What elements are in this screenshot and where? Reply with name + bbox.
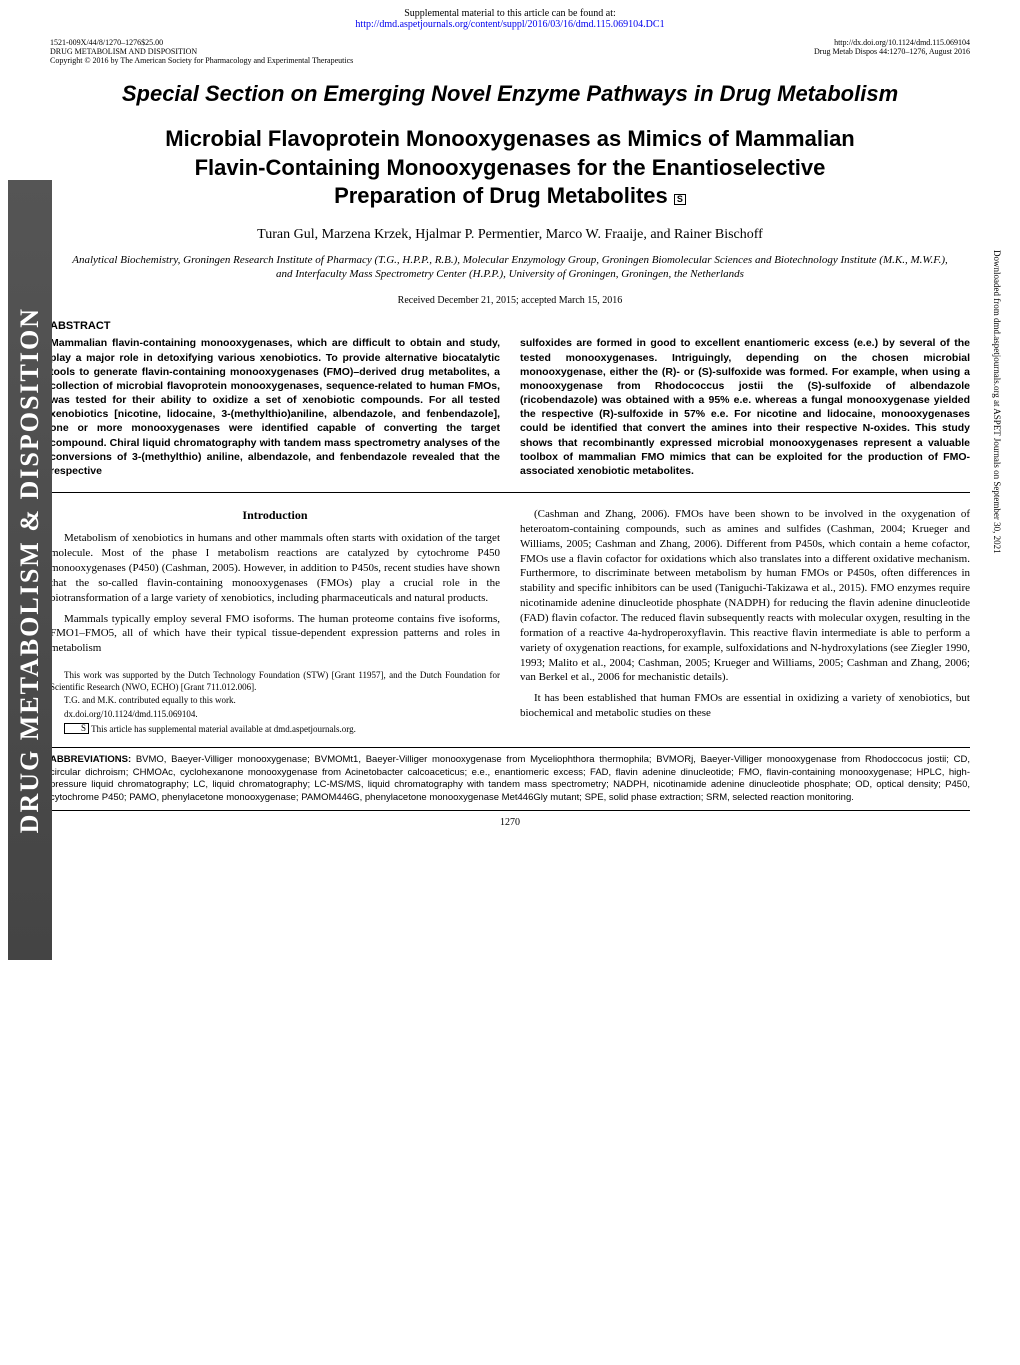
abbrev-label: ABBREVIATIONS: — [50, 754, 131, 765]
abstract-section: ABSTRACT Mammalian flavin-containing mon… — [0, 320, 1020, 478]
supplemental-link[interactable]: http://dmd.aspetjournals.org/content/sup… — [355, 19, 664, 30]
abbrev-text: BVMO, Baeyer-Villiger monooxygenase; BVM… — [50, 754, 970, 802]
received-date: Received December 21, 2015; accepted Mar… — [0, 291, 1020, 320]
title-line1: Microbial Flavoprotein Monooxygenases as… — [80, 125, 940, 154]
supplemental-mark-icon: S — [674, 194, 686, 205]
affiliation: Analytical Biochemistry, Groningen Resea… — [0, 253, 1020, 292]
footnote-funding: This work was supported by the Dutch Tec… — [50, 670, 500, 693]
abstract-right: sulfoxides are formed in good to excelle… — [520, 336, 970, 478]
footnote-contribution: T.G. and M.K. contributed equally to thi… — [50, 695, 500, 707]
section-title: Special Section on Emerging Novel Enzyme… — [0, 75, 1020, 125]
supplemental-mark-icon: S — [64, 723, 89, 734]
body-col-right: (Cashman and Zhang, 2006). FMOs have bee… — [520, 507, 970, 737]
side-banner-text: DRUG METABOLISM & DISPOSITION — [15, 307, 45, 833]
doi: http://dx.doi.org/10.1124/dmd.115.069104 — [814, 38, 970, 47]
body-col-left: Introduction Metabolism of xenobiotics i… — [50, 507, 500, 737]
abstract-heading: ABSTRACT — [50, 320, 970, 332]
authors: Turan Gul, Marzena Krzek, Hjalmar P. Per… — [0, 221, 1020, 253]
right-p1: (Cashman and Zhang, 2006). FMOs have bee… — [520, 507, 970, 685]
footnote-supplemental: S This article has supplemental material… — [50, 723, 500, 736]
meta-left: 1521-009X/44/8/1270–1276$25.00 DRUG META… — [50, 38, 353, 65]
right-p2: It has been established that human FMOs … — [520, 691, 970, 721]
body-columns: Introduction Metabolism of xenobiotics i… — [0, 507, 1020, 737]
title-line2: Flavin-Containing Monooxygenases for the… — [80, 154, 940, 183]
intro-heading: Introduction — [50, 507, 500, 523]
abstract-left: Mammalian flavin-containing monooxygenas… — [50, 336, 500, 478]
copyright: Copyright © 2016 by The American Society… — [50, 56, 353, 65]
title-line3: Preparation of Drug Metabolites S — [80, 182, 940, 211]
intro-p1: Metabolism of xenobiotics in humans and … — [50, 531, 500, 605]
issn: 1521-009X/44/8/1270–1276$25.00 — [50, 38, 353, 47]
divider — [50, 492, 970, 493]
meta-row: 1521-009X/44/8/1270–1276$25.00 DRUG META… — [0, 34, 1020, 75]
supplemental-line1: Supplemental material to this article ca… — [0, 8, 1020, 19]
abstract-columns: Mammalian flavin-containing monooxygenas… — [50, 336, 970, 478]
intro-p2: Mammals typically employ several FMO iso… — [50, 612, 500, 657]
journal-name: DRUG METABOLISM AND DISPOSITION — [50, 47, 353, 56]
footnotes: This work was supported by the Dutch Tec… — [50, 670, 500, 735]
abbreviations-box: ABBREVIATIONS: BVMO, Baeyer-Villiger mon… — [50, 747, 970, 810]
article-title: Microbial Flavoprotein Monooxygenases as… — [0, 125, 1020, 221]
citation: Drug Metab Dispos 44:1270–1276, August 2… — [814, 47, 970, 56]
download-side-text: Downloaded from dmd.aspetjournals.org at… — [992, 250, 1002, 554]
page-number: 1270 — [0, 811, 1020, 834]
supplemental-header: Supplemental material to this article ca… — [0, 0, 1020, 34]
journal-side-banner: DRUG METABOLISM & DISPOSITION — [8, 180, 52, 960]
meta-right: http://dx.doi.org/10.1124/dmd.115.069104… — [814, 38, 970, 65]
footnote-doi: dx.doi.org/10.1124/dmd.115.069104. — [50, 709, 500, 721]
